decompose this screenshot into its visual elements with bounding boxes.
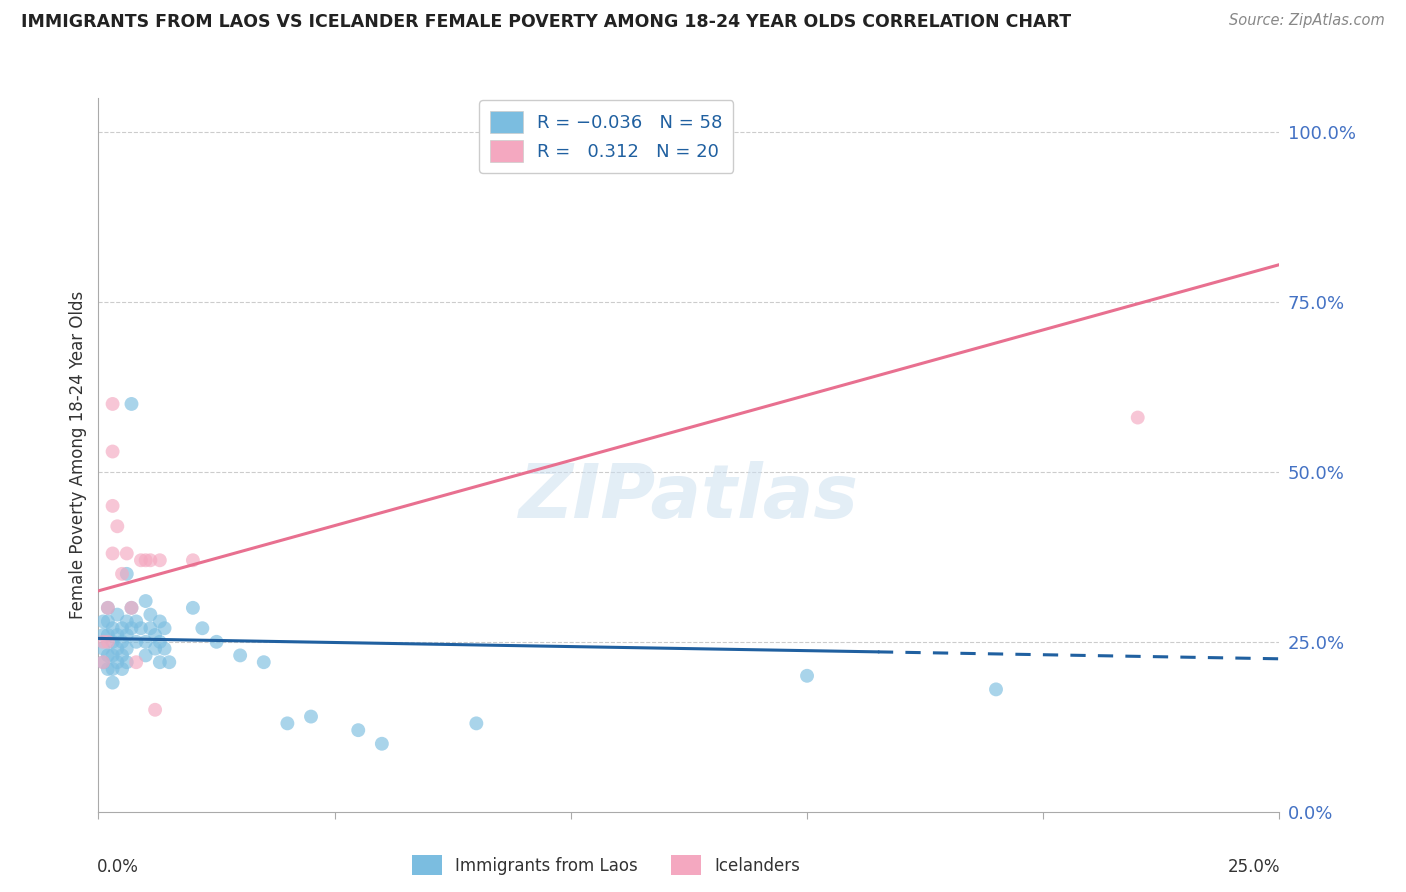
Point bbox=[139, 621, 162, 635]
Point bbox=[101, 635, 124, 649]
Point bbox=[105, 628, 128, 642]
Text: IMMIGRANTS FROM LAOS VS ICELANDER FEMALE POVERTY AMONG 18-24 YEAR OLDS CORRELATI: IMMIGRANTS FROM LAOS VS ICELANDER FEMALE… bbox=[21, 13, 1071, 31]
Point bbox=[97, 628, 120, 642]
Point bbox=[115, 655, 138, 669]
Point bbox=[115, 615, 138, 629]
Point bbox=[101, 648, 124, 663]
Point bbox=[115, 628, 138, 642]
Point bbox=[796, 669, 818, 683]
Point bbox=[135, 648, 157, 663]
Point bbox=[101, 675, 124, 690]
Point bbox=[984, 682, 1007, 697]
Point bbox=[135, 635, 157, 649]
Point bbox=[101, 397, 124, 411]
Point bbox=[111, 566, 134, 581]
Point bbox=[143, 703, 166, 717]
Point bbox=[91, 655, 114, 669]
Point bbox=[125, 635, 148, 649]
Point bbox=[153, 621, 176, 635]
Point bbox=[149, 655, 172, 669]
Point bbox=[129, 621, 152, 635]
Point bbox=[105, 519, 128, 533]
Point bbox=[111, 621, 134, 635]
Point bbox=[111, 662, 134, 676]
Point bbox=[371, 737, 394, 751]
Point bbox=[149, 553, 172, 567]
Text: Source: ZipAtlas.com: Source: ZipAtlas.com bbox=[1229, 13, 1385, 29]
Point bbox=[135, 553, 157, 567]
Point bbox=[105, 641, 128, 656]
Point bbox=[115, 546, 138, 560]
Legend: Immigrants from Laos, Icelanders: Immigrants from Laos, Icelanders bbox=[405, 848, 807, 882]
Text: 0.0%: 0.0% bbox=[97, 858, 139, 876]
Point bbox=[101, 621, 124, 635]
Point bbox=[149, 615, 172, 629]
Point bbox=[143, 628, 166, 642]
Point bbox=[91, 615, 114, 629]
Point bbox=[115, 641, 138, 656]
Point bbox=[139, 553, 162, 567]
Point bbox=[181, 600, 204, 615]
Point bbox=[129, 553, 152, 567]
Point bbox=[97, 662, 120, 676]
Point bbox=[205, 635, 228, 649]
Point bbox=[91, 635, 114, 649]
Point bbox=[121, 397, 143, 411]
Point bbox=[253, 655, 276, 669]
Point bbox=[139, 607, 162, 622]
Point bbox=[347, 723, 370, 738]
Point bbox=[135, 594, 157, 608]
Point bbox=[101, 499, 124, 513]
Point bbox=[111, 648, 134, 663]
Point bbox=[191, 621, 214, 635]
Point bbox=[299, 709, 322, 723]
Point bbox=[105, 607, 128, 622]
Point bbox=[97, 635, 120, 649]
Y-axis label: Female Poverty Among 18-24 Year Olds: Female Poverty Among 18-24 Year Olds bbox=[69, 291, 87, 619]
Point bbox=[121, 600, 143, 615]
Point bbox=[101, 444, 124, 458]
Point bbox=[121, 621, 143, 635]
Point bbox=[276, 716, 298, 731]
Point bbox=[97, 648, 120, 663]
Point bbox=[97, 600, 120, 615]
Point bbox=[91, 641, 114, 656]
Point bbox=[125, 655, 148, 669]
Point bbox=[229, 648, 252, 663]
Point bbox=[97, 615, 120, 629]
Point bbox=[157, 655, 180, 669]
Point bbox=[181, 553, 204, 567]
Point bbox=[101, 662, 124, 676]
Text: ZIPatlas: ZIPatlas bbox=[519, 461, 859, 534]
Point bbox=[115, 566, 138, 581]
Point bbox=[101, 546, 124, 560]
Point bbox=[105, 655, 128, 669]
Point bbox=[97, 600, 120, 615]
Point bbox=[121, 600, 143, 615]
Point bbox=[111, 635, 134, 649]
Text: 25.0%: 25.0% bbox=[1229, 858, 1281, 876]
Point bbox=[91, 628, 114, 642]
Point bbox=[143, 641, 166, 656]
Point bbox=[125, 615, 148, 629]
Point bbox=[149, 635, 172, 649]
Point bbox=[91, 655, 114, 669]
Point bbox=[1126, 410, 1149, 425]
Point bbox=[465, 716, 488, 731]
Point bbox=[153, 641, 176, 656]
